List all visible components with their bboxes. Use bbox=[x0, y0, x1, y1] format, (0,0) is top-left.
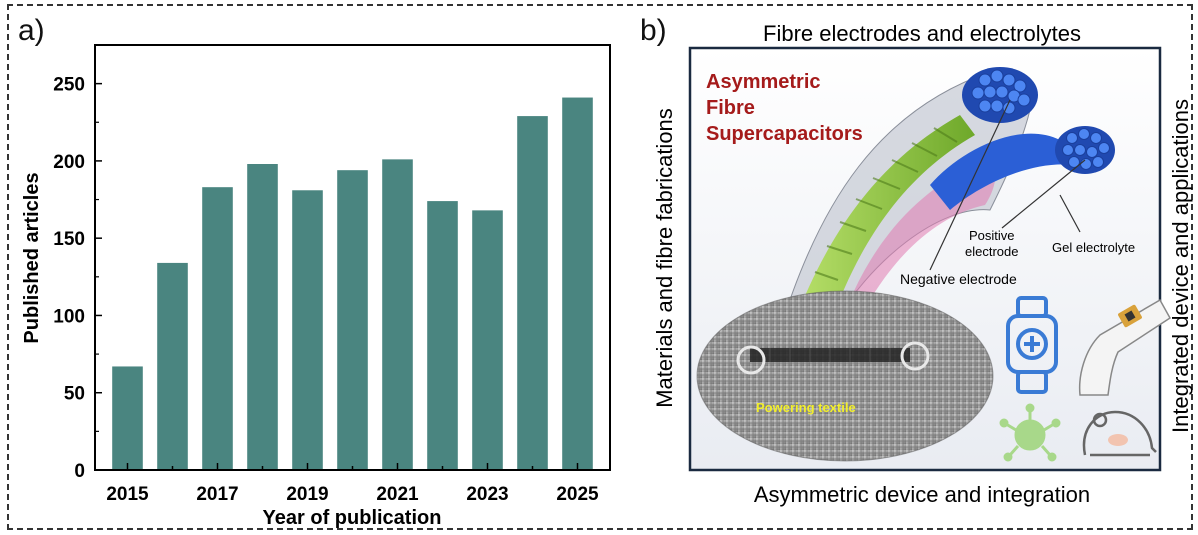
bar-2017 bbox=[202, 187, 233, 470]
x-tick-label-2025: 2025 bbox=[556, 484, 599, 505]
bar-chart: 0 50 100 150 200 250 2015 2017 2019 2021 2023 2025… bbox=[21, 44, 611, 529]
x-tick-label-2021: 2021 bbox=[376, 484, 419, 505]
bar-2019 bbox=[292, 190, 323, 471]
bar-2021 bbox=[382, 159, 413, 470]
figure-frame bbox=[7, 4, 1193, 530]
y-tick-label-50: 50 bbox=[64, 384, 85, 405]
y-tick-label-0: 0 bbox=[74, 461, 85, 482]
bar-2022 bbox=[427, 201, 458, 470]
bar-2024 bbox=[517, 116, 548, 470]
y-tick-label-250: 250 bbox=[53, 75, 85, 96]
x-tick-label-2019: 2019 bbox=[286, 484, 328, 505]
y-tick-label-100: 100 bbox=[53, 306, 85, 327]
bar-2016 bbox=[157, 262, 188, 470]
panel-a-label: a) bbox=[18, 14, 45, 47]
y-axis-title: Published articles bbox=[21, 172, 43, 343]
y-tick-label-200: 200 bbox=[53, 152, 85, 173]
x-axis: 2015 2017 2019 2021 2023 2025 bbox=[106, 463, 599, 505]
y-tick-label-150: 150 bbox=[53, 229, 85, 250]
bar-2025 bbox=[562, 97, 593, 470]
bar-2018 bbox=[247, 164, 278, 470]
bar-2023 bbox=[472, 210, 503, 470]
panel-b-label: b) bbox=[640, 14, 667, 47]
bar-2020 bbox=[337, 170, 368, 470]
x-tick-label-2015: 2015 bbox=[106, 484, 149, 505]
x-tick-label-2023: 2023 bbox=[466, 484, 508, 505]
bar-2015 bbox=[112, 366, 143, 470]
chart-bars bbox=[112, 97, 593, 471]
y-axis: 0 50 100 150 200 250 bbox=[53, 75, 102, 482]
x-tick-label-2017: 2017 bbox=[196, 484, 238, 505]
x-axis-title: Year of publication bbox=[263, 507, 442, 529]
